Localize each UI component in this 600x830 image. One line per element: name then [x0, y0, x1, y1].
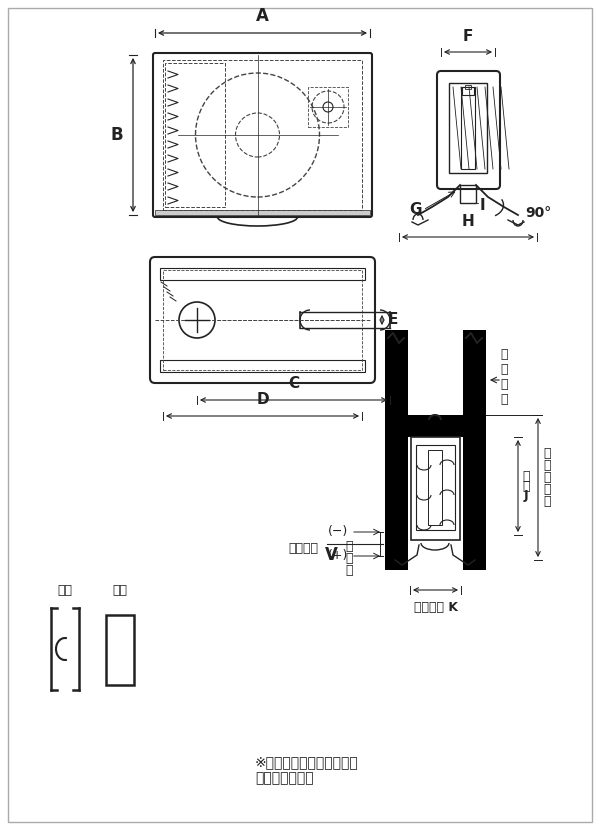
Bar	[411, 437, 460, 540]
Text: (−): (−)	[328, 525, 348, 539]
Text: ※車高は基準位置の上下に
調整できます。: ※車高は基準位置の上下に 調整できます。	[255, 755, 359, 785]
Text: ッ: ッ	[500, 364, 508, 377]
Bar	[160, 360, 365, 372]
Bar	[106, 615, 134, 685]
Circle shape	[179, 302, 215, 338]
Text: 90°: 90°	[525, 206, 551, 220]
Text: 高: 高	[543, 459, 551, 472]
Text: I: I	[480, 198, 485, 212]
Text: E: E	[388, 313, 398, 328]
Text: J: J	[524, 490, 529, 502]
Bar	[428, 450, 442, 525]
Bar	[155, 210, 370, 215]
Text: 枠: 枠	[500, 393, 508, 407]
Text: A: A	[256, 7, 269, 25]
Text: 基準位置: 基準位置	[288, 541, 318, 554]
Bar	[463, 330, 486, 570]
Text: 平型: 平型	[113, 583, 128, 597]
Text: 以: 以	[522, 480, 530, 492]
Text: B: B	[110, 126, 123, 144]
Text: H: H	[461, 214, 475, 229]
Bar	[460, 185, 476, 203]
Text: ル: ル	[543, 483, 551, 496]
Text: 巾: 巾	[345, 540, 353, 553]
Text: ア: ア	[543, 495, 551, 508]
Bar	[160, 268, 365, 280]
Bar	[385, 330, 408, 570]
Text: ミ: ミ	[543, 471, 551, 484]
Text: サ: サ	[500, 349, 508, 362]
Bar	[416, 445, 455, 530]
Text: (+): (+)	[328, 549, 348, 563]
Bar	[165, 63, 225, 207]
Text: さ: さ	[543, 447, 551, 460]
Bar	[462, 87, 474, 95]
Text: 調: 調	[345, 564, 353, 577]
Bar	[385, 415, 486, 437]
Text: G: G	[409, 203, 421, 217]
Text: 丸型: 丸型	[58, 583, 73, 597]
Bar	[461, 87, 475, 169]
Bar	[163, 60, 362, 210]
Text: V: V	[325, 546, 337, 564]
Text: 上: 上	[522, 470, 530, 482]
Text: シ: シ	[500, 378, 508, 392]
Text: D: D	[256, 392, 269, 407]
Bar	[449, 83, 487, 173]
Text: アルミ巾 K: アルミ巾 K	[413, 601, 458, 614]
Bar	[163, 270, 362, 370]
Text: 整: 整	[345, 551, 353, 564]
Bar	[465, 85, 471, 89]
Bar	[308, 87, 348, 127]
Text: C: C	[288, 376, 299, 391]
Text: F: F	[463, 29, 473, 44]
